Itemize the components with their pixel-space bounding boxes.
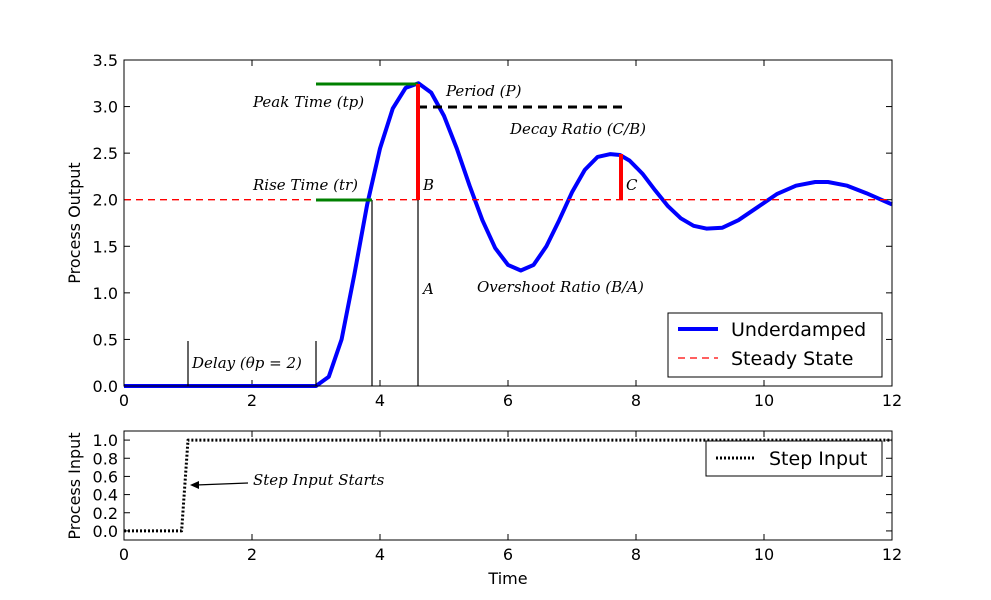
top-x-tick-label: 2: [247, 391, 257, 410]
bottom-x-tick-label: 6: [503, 545, 513, 564]
bottom-x-tick-labels: 0 2 4 6 8 10 12: [119, 545, 902, 564]
b-label: B: [422, 176, 434, 194]
top-y-axis-label: Process Output: [65, 162, 84, 283]
x-axis-label: Time: [487, 569, 527, 588]
bottom-y-tick-label: 0.6: [93, 467, 118, 486]
step-input-arrow: [190, 481, 249, 489]
annotation-texts: Peak Time (tp) Period (P) Decay Ratio (C…: [191, 82, 646, 372]
bottom-plot-frame: [123, 430, 893, 541]
top-x-tick-label: 12: [882, 391, 902, 410]
top-y-tick-label: 1.0: [93, 284, 118, 303]
top-x-tick-label: 10: [754, 391, 774, 410]
bottom-x-tick-label: 10: [754, 545, 774, 564]
overshoot-ratio-label: Overshoot Ratio (B/A): [477, 278, 644, 296]
bottom-y-tick-label: 1.0: [93, 431, 118, 450]
bottom-y-axis-label: Process Input: [65, 432, 84, 539]
top-legend-box: [667, 312, 883, 378]
rise-time-label: Rise Time (tr): [252, 176, 358, 194]
bottom-x-tick-label: 0: [119, 545, 129, 564]
bottom-y-tick-label: 0.2: [93, 504, 118, 523]
bottom-series-layer: [124, 438, 892, 533]
top-y-tick-label: 2.5: [93, 144, 118, 163]
series-underdamped: [124, 81, 893, 388]
series-step-input: [124, 438, 892, 533]
bottom-x-tick-label: 4: [375, 545, 385, 564]
bottom-x-tick-label: 2: [247, 545, 257, 564]
top-x-tick-label: 6: [503, 391, 513, 410]
bottom-plot: 0 2 4 6 8 10 12 0.00.20.40.60.81.0 Process Inp…: [65, 430, 902, 588]
top-plot: 0 2 4 6 8 10 12 0.0 0.5 1.0 1.5 2.0 2.5 3.0 3.5 Proce…: [65, 51, 902, 410]
step-arrow-shaft: [195, 482, 249, 486]
bottom-y-tick-label: 0.8: [93, 449, 118, 468]
peak-time-label: Peak Time (tp): [252, 93, 364, 111]
top-y-tick-labels: 0.0 0.5 1.0 1.5 2.0 2.5 3.0 3.5: [93, 51, 118, 396]
step-input-starts-label: Step Input Starts: [253, 471, 385, 489]
annotation-marks: [187, 82, 623, 386]
top-x-tick-label: 0: [119, 391, 129, 410]
bottom-y-tick-label: 0.0: [93, 522, 118, 541]
top-y-tick-label: 0.0: [93, 377, 118, 396]
top-legend: Underdamped Steady State: [667, 312, 883, 378]
bottom-y-tick-labels: 0.00.20.40.60.81.0: [93, 431, 118, 541]
top-series-layer: [124, 81, 893, 388]
top-x-tick-label: 4: [375, 391, 385, 410]
bottom-x-tick-label: 8: [631, 545, 641, 564]
decay-ratio-label: Decay Ratio (C/B): [509, 120, 646, 138]
top-y-tick-label: 2.0: [93, 191, 118, 210]
period-label: Period (P): [445, 82, 522, 100]
a-label: A: [421, 280, 434, 298]
c-label: C: [626, 176, 638, 194]
top-y-tick-label: 3.5: [93, 51, 118, 70]
top-y-tick-label: 0.5: [93, 330, 118, 349]
legend-step-input-label: Step Input: [769, 448, 868, 470]
legend-underdamped-label: Underdamped: [731, 319, 866, 341]
top-x-tick-labels: 0 2 4 6 8 10 12: [119, 391, 902, 410]
bottom-y-tick-label: 0.4: [93, 486, 118, 505]
legend-steady-state-label: Steady State: [731, 348, 853, 370]
top-plot-frame: [123, 59, 893, 387]
step-arrow-head: [190, 481, 199, 489]
delay-label: Delay (θp = 2): [191, 354, 302, 372]
bottom-legend-box: [705, 440, 883, 477]
top-y-tick-label: 1.5: [93, 237, 118, 256]
bottom-legend: Step Input: [705, 440, 883, 477]
bottom-x-tick-label: 12: [882, 545, 902, 564]
top-y-tick-label: 3.0: [93, 98, 118, 117]
top-x-tick-label: 8: [631, 391, 641, 410]
